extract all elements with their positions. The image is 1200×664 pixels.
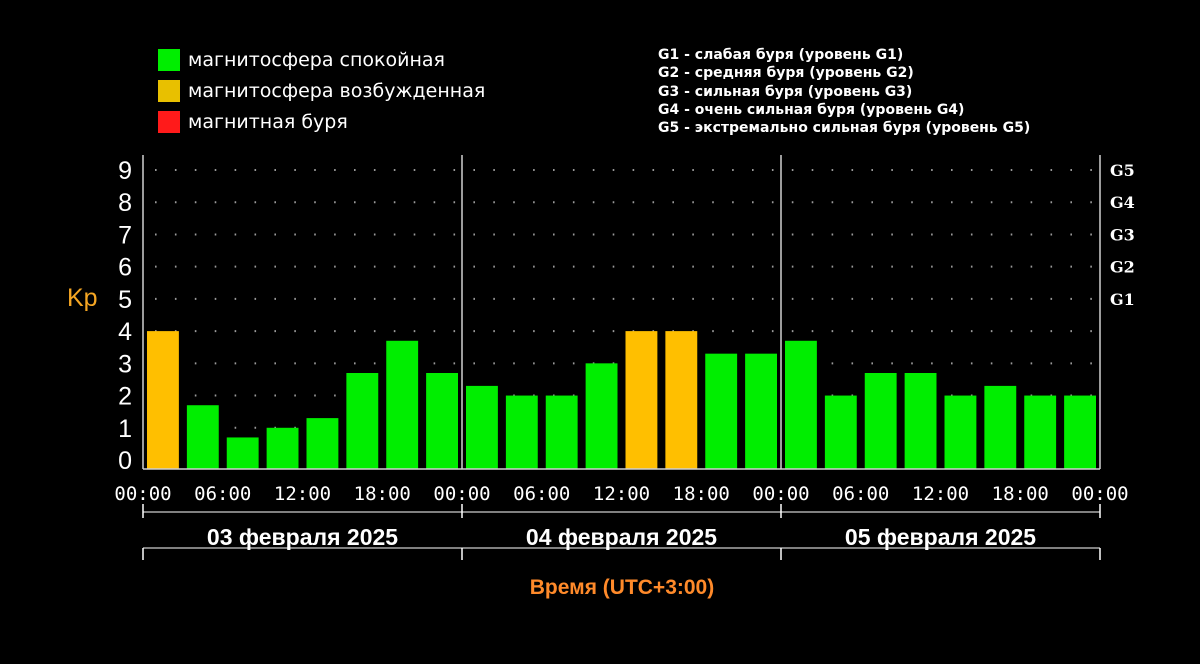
kp-bar bbox=[585, 363, 618, 469]
y-tick-label: 4 bbox=[118, 318, 132, 346]
legend-item-quiet: магнитосфера спокойная bbox=[158, 44, 485, 75]
kp-bar bbox=[266, 427, 299, 469]
x-axis-title: Время (UTC+3:00) bbox=[529, 576, 715, 599]
y-tick-label: 0 bbox=[118, 447, 132, 475]
kp-bar bbox=[705, 353, 738, 469]
kp-bar bbox=[386, 340, 419, 469]
x-tick-label: 12:00 bbox=[912, 483, 969, 505]
kp-bar bbox=[147, 331, 179, 469]
storm-level-g1: G1 - слабая буря (уровень G1) bbox=[658, 47, 904, 63]
storm-level-g3: G3 - сильная буря (уровень G3) bbox=[658, 83, 913, 100]
x-tick-label: 00:00 bbox=[114, 483, 171, 505]
x-tick-label: 18:00 bbox=[354, 483, 411, 505]
storm-level-g5: G5 - экстремально сильная буря (уровень … bbox=[658, 120, 1031, 137]
day-label: 05 февраля 2025 bbox=[845, 524, 1036, 550]
legend-item-excited: магнитосфера возбужденная bbox=[158, 75, 485, 106]
y-tick-label: 8 bbox=[118, 189, 132, 217]
kp-bar bbox=[226, 437, 259, 469]
kp-bar bbox=[466, 385, 498, 469]
legend-swatch-quiet bbox=[158, 48, 180, 71]
kp-bar bbox=[745, 353, 777, 469]
legend-swatch-storm bbox=[158, 110, 180, 133]
kp-bar bbox=[186, 405, 219, 469]
x-tick-label: 06:00 bbox=[513, 483, 570, 505]
kp-bar bbox=[625, 331, 658, 469]
x-tick-label: 00:00 bbox=[752, 483, 809, 505]
x-tick-label: 18:00 bbox=[673, 483, 730, 505]
kp-bar bbox=[665, 331, 698, 469]
g-level-label: G3 bbox=[1110, 225, 1135, 244]
legend-label-storm: магнитная буря bbox=[188, 110, 348, 133]
kp-bar bbox=[505, 395, 538, 469]
kp-bar bbox=[824, 395, 857, 469]
x-tick-label: 12:00 bbox=[274, 483, 331, 505]
g-level-label: G1 bbox=[1110, 290, 1135, 309]
day-label: 04 февраля 2025 bbox=[526, 524, 717, 550]
y-tick-label: 3 bbox=[118, 350, 132, 378]
kp-bar bbox=[944, 395, 977, 469]
y-axis-title: Kp bbox=[67, 284, 98, 312]
kp-bar bbox=[426, 373, 458, 469]
kp-bar bbox=[785, 340, 817, 469]
kp-bar bbox=[1024, 395, 1057, 469]
g-level-label: G4 bbox=[1110, 193, 1135, 212]
y-tick-label: 7 bbox=[118, 221, 132, 249]
legend-label-excited: магнитосфера возбужденная bbox=[188, 79, 486, 102]
kp-bar bbox=[346, 373, 379, 469]
x-tick-label: 18:00 bbox=[992, 483, 1049, 505]
storm-level-g4: G4 - очень сильная буря (уровень G4) bbox=[658, 101, 965, 118]
y-tick-label: 2 bbox=[118, 383, 132, 411]
kp-bar bbox=[904, 373, 937, 469]
legend-status: магнитосфера спокойная магнитосфера возб… bbox=[158, 44, 485, 137]
legend-storm-levels: G1 - слабая буря (уровень G1) G2 - средн… bbox=[658, 46, 1030, 137]
x-tick-label: 12:00 bbox=[593, 483, 650, 505]
kp-bar bbox=[306, 418, 339, 469]
kp-bar bbox=[545, 395, 578, 469]
y-tick-label: 5 bbox=[118, 286, 132, 314]
legend-label-quiet: магнитосфера спокойная bbox=[188, 48, 445, 71]
x-tick-label: 00:00 bbox=[433, 483, 490, 505]
x-tick-label: 06:00 bbox=[832, 483, 889, 505]
storm-level-g2: G2 - средняя буря (уровень G2) bbox=[658, 65, 914, 82]
y-tick-label: 6 bbox=[118, 254, 132, 282]
kp-bar bbox=[984, 385, 1017, 469]
legend-swatch-excited bbox=[158, 79, 180, 102]
legend-item-storm: магнитная буря bbox=[158, 106, 485, 137]
g-level-label: G2 bbox=[1110, 258, 1135, 277]
y-tick-label: 9 bbox=[118, 157, 132, 185]
kp-bar bbox=[1064, 395, 1096, 469]
day-label: 03 февраля 2025 bbox=[207, 524, 398, 550]
y-tick-label: 1 bbox=[118, 415, 132, 443]
g-level-label: G5 bbox=[1110, 161, 1135, 180]
x-tick-label: 06:00 bbox=[194, 483, 251, 505]
kp-bar bbox=[864, 373, 897, 469]
x-tick-label: 00:00 bbox=[1071, 483, 1128, 505]
